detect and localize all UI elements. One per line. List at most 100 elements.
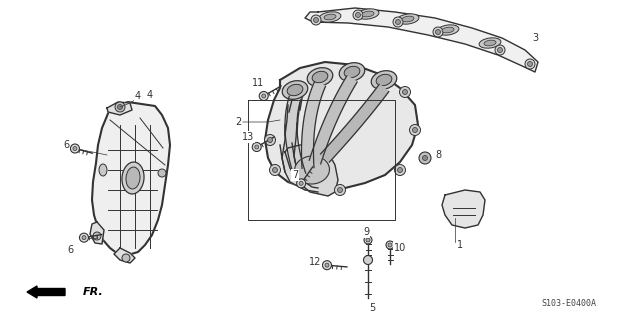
- Text: 9: 9: [363, 227, 369, 237]
- Circle shape: [122, 254, 130, 262]
- Circle shape: [396, 19, 401, 25]
- Polygon shape: [442, 190, 485, 228]
- Polygon shape: [282, 123, 297, 172]
- Polygon shape: [92, 102, 170, 255]
- Circle shape: [269, 165, 280, 175]
- Text: 3: 3: [532, 33, 538, 43]
- Ellipse shape: [371, 71, 397, 89]
- Circle shape: [525, 59, 535, 69]
- Ellipse shape: [376, 74, 392, 86]
- Circle shape: [82, 236, 86, 240]
- Circle shape: [419, 152, 431, 164]
- Text: 6: 6: [63, 140, 69, 150]
- Ellipse shape: [122, 162, 144, 194]
- Ellipse shape: [287, 84, 303, 96]
- Circle shape: [435, 29, 440, 34]
- Text: 8: 8: [435, 150, 441, 160]
- Circle shape: [410, 124, 420, 136]
- Ellipse shape: [479, 38, 501, 48]
- Circle shape: [397, 167, 403, 173]
- Text: 13: 13: [242, 132, 254, 142]
- Polygon shape: [114, 248, 135, 263]
- Circle shape: [273, 167, 278, 173]
- Circle shape: [337, 188, 342, 192]
- Ellipse shape: [294, 156, 330, 184]
- Text: 7: 7: [292, 170, 298, 180]
- Polygon shape: [265, 62, 418, 190]
- Text: S103-E0400A: S103-E0400A: [541, 299, 596, 308]
- Ellipse shape: [362, 11, 374, 17]
- Circle shape: [314, 18, 319, 23]
- Text: 1: 1: [457, 240, 463, 250]
- Text: 6: 6: [67, 245, 73, 255]
- Circle shape: [297, 179, 306, 188]
- Circle shape: [158, 169, 166, 177]
- Polygon shape: [280, 143, 318, 192]
- Ellipse shape: [357, 9, 379, 19]
- Ellipse shape: [126, 167, 140, 189]
- Polygon shape: [285, 145, 338, 196]
- Circle shape: [413, 128, 417, 132]
- Polygon shape: [285, 96, 306, 177]
- Circle shape: [299, 182, 303, 185]
- Circle shape: [264, 135, 275, 145]
- Ellipse shape: [397, 14, 419, 24]
- Circle shape: [527, 62, 532, 66]
- Circle shape: [495, 45, 505, 55]
- Polygon shape: [301, 82, 326, 168]
- Circle shape: [353, 10, 363, 20]
- FancyArrow shape: [27, 286, 65, 298]
- Circle shape: [335, 184, 346, 196]
- Text: 10: 10: [394, 243, 406, 253]
- Circle shape: [259, 92, 268, 100]
- Ellipse shape: [344, 66, 360, 78]
- Polygon shape: [90, 222, 104, 244]
- Polygon shape: [321, 85, 388, 162]
- Circle shape: [325, 263, 329, 267]
- Circle shape: [386, 241, 394, 249]
- Circle shape: [393, 17, 403, 27]
- Text: 4: 4: [135, 91, 141, 101]
- Ellipse shape: [99, 164, 107, 176]
- Polygon shape: [309, 76, 357, 164]
- Ellipse shape: [442, 27, 454, 33]
- Polygon shape: [305, 8, 538, 72]
- Ellipse shape: [339, 63, 365, 81]
- Circle shape: [433, 27, 443, 37]
- Ellipse shape: [312, 71, 328, 83]
- Text: 11: 11: [252, 78, 264, 88]
- Circle shape: [364, 256, 372, 264]
- Circle shape: [93, 232, 101, 240]
- Circle shape: [262, 94, 266, 98]
- Text: 4: 4: [147, 90, 153, 100]
- Polygon shape: [107, 102, 132, 115]
- Circle shape: [268, 137, 273, 143]
- Ellipse shape: [402, 16, 414, 22]
- Circle shape: [255, 145, 259, 149]
- Circle shape: [323, 261, 332, 270]
- Circle shape: [403, 90, 408, 94]
- Ellipse shape: [307, 68, 333, 86]
- Circle shape: [422, 155, 428, 160]
- Circle shape: [355, 12, 360, 18]
- Circle shape: [311, 15, 321, 25]
- Ellipse shape: [484, 40, 496, 46]
- Ellipse shape: [437, 25, 459, 35]
- Text: FR.: FR.: [83, 287, 104, 297]
- Polygon shape: [289, 86, 305, 112]
- Circle shape: [497, 48, 502, 53]
- Text: 2: 2: [235, 117, 241, 127]
- Text: 5: 5: [369, 303, 375, 313]
- Circle shape: [70, 144, 79, 153]
- Circle shape: [79, 233, 88, 242]
- Circle shape: [115, 102, 125, 112]
- Circle shape: [118, 105, 122, 109]
- Circle shape: [366, 238, 370, 242]
- Circle shape: [73, 146, 77, 151]
- Circle shape: [399, 86, 410, 98]
- Circle shape: [252, 143, 261, 152]
- Circle shape: [364, 236, 372, 244]
- Text: 12: 12: [309, 257, 321, 267]
- Ellipse shape: [282, 81, 308, 99]
- Circle shape: [394, 165, 406, 175]
